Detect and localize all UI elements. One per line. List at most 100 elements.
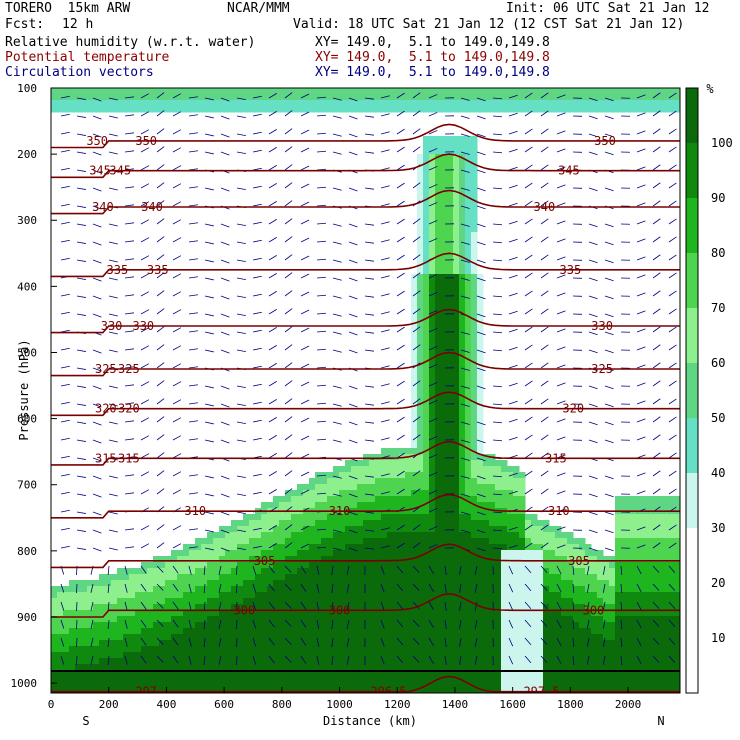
vector-arrow	[396, 619, 404, 628]
rh-cell	[129, 628, 136, 635]
rh-cell	[657, 544, 664, 551]
rh-cell	[531, 658, 538, 665]
rh-cell	[471, 304, 478, 311]
rh-cell	[519, 682, 526, 689]
rh-cell	[435, 448, 442, 455]
rh-cell	[309, 646, 316, 653]
rh-cell	[459, 184, 466, 191]
rh-cell	[465, 646, 472, 653]
rh-cell	[423, 520, 430, 527]
rh-cell	[423, 232, 430, 239]
rh-cell	[195, 610, 202, 617]
rh-cell	[285, 658, 292, 665]
rh-cell	[489, 514, 496, 521]
rh-cell	[237, 640, 244, 647]
rh-cell	[219, 664, 226, 671]
rh-cell	[465, 466, 472, 473]
rh-cell	[99, 604, 106, 611]
rh-cell	[225, 586, 232, 593]
rh-cell	[135, 646, 142, 653]
rh-cell	[615, 580, 622, 587]
rh-cell	[477, 418, 484, 425]
rh-cell	[639, 676, 646, 683]
rh-cell	[255, 568, 262, 575]
rh-cell	[597, 640, 604, 647]
rh-cell	[153, 562, 160, 569]
rh-cell	[309, 664, 316, 671]
rh-cell	[543, 538, 550, 545]
rh-cell	[285, 496, 292, 503]
rh-cell	[123, 634, 130, 641]
rh-cell	[471, 256, 478, 263]
rh-cell	[339, 628, 346, 635]
rh-cell	[375, 94, 382, 101]
rh-cell	[201, 652, 208, 659]
rh-cell	[531, 544, 538, 551]
rh-cell	[561, 652, 568, 659]
rh-cell	[375, 502, 382, 509]
rh-cell	[543, 520, 550, 527]
rh-cell	[429, 592, 436, 599]
rh-cell	[219, 526, 226, 533]
rh-cell	[93, 646, 100, 653]
rh-cell	[99, 106, 106, 113]
rh-cell	[495, 550, 502, 557]
rh-cell	[609, 604, 616, 611]
rh-cell	[183, 616, 190, 623]
vector-arrow	[331, 601, 334, 611]
rh-cell	[471, 592, 478, 599]
rh-cell	[483, 544, 490, 551]
rh-cell	[75, 682, 82, 689]
rh-cell	[471, 208, 478, 215]
rh-cell	[675, 550, 680, 557]
rh-cell	[111, 610, 118, 617]
rh-cell	[93, 580, 100, 587]
vector-arrow	[76, 385, 86, 388]
rh-cell	[447, 682, 454, 689]
rh-cell	[351, 538, 358, 545]
rh-cell	[195, 688, 202, 693]
rh-cell	[483, 520, 490, 527]
rh-cell	[549, 580, 556, 587]
rh-cell	[63, 676, 70, 683]
vector-arrow	[172, 201, 182, 207]
vector-arrow	[172, 165, 182, 171]
rh-cell	[579, 592, 586, 599]
rh-cell	[357, 520, 364, 527]
rh-cell	[441, 382, 448, 389]
rh-cell	[243, 604, 250, 611]
rh-cell	[453, 544, 460, 551]
vector-arrow	[92, 277, 102, 282]
rh-cell	[207, 100, 214, 107]
rh-cell	[633, 598, 640, 605]
rh-cell	[231, 88, 238, 95]
rh-cell	[519, 604, 526, 611]
rh-cell	[63, 664, 70, 671]
rh-cell	[153, 106, 160, 113]
rh-cell	[423, 154, 430, 161]
rh-cell	[225, 664, 232, 671]
rh-cell	[345, 688, 352, 693]
rh-cell	[147, 598, 154, 605]
vector-arrow	[284, 272, 293, 279]
rh-cell	[669, 580, 676, 587]
rh-cell	[441, 472, 448, 479]
rh-cell	[513, 670, 520, 677]
rh-cell	[525, 574, 532, 581]
rh-cell	[429, 646, 436, 653]
rh-cell	[315, 544, 322, 551]
rh-cell	[177, 592, 184, 599]
rh-cell	[201, 94, 208, 101]
rh-cell	[279, 544, 286, 551]
rh-cell	[387, 580, 394, 587]
vector-arrow	[203, 601, 206, 611]
rh-cell	[489, 646, 496, 653]
rh-cell	[423, 622, 430, 629]
rh-cell	[267, 610, 274, 617]
rh-cell	[669, 538, 676, 545]
rh-cell	[621, 658, 628, 665]
rh-cell	[495, 610, 502, 617]
rh-cell	[375, 100, 382, 107]
rh-cell	[483, 562, 490, 569]
rh-cell	[261, 688, 268, 693]
